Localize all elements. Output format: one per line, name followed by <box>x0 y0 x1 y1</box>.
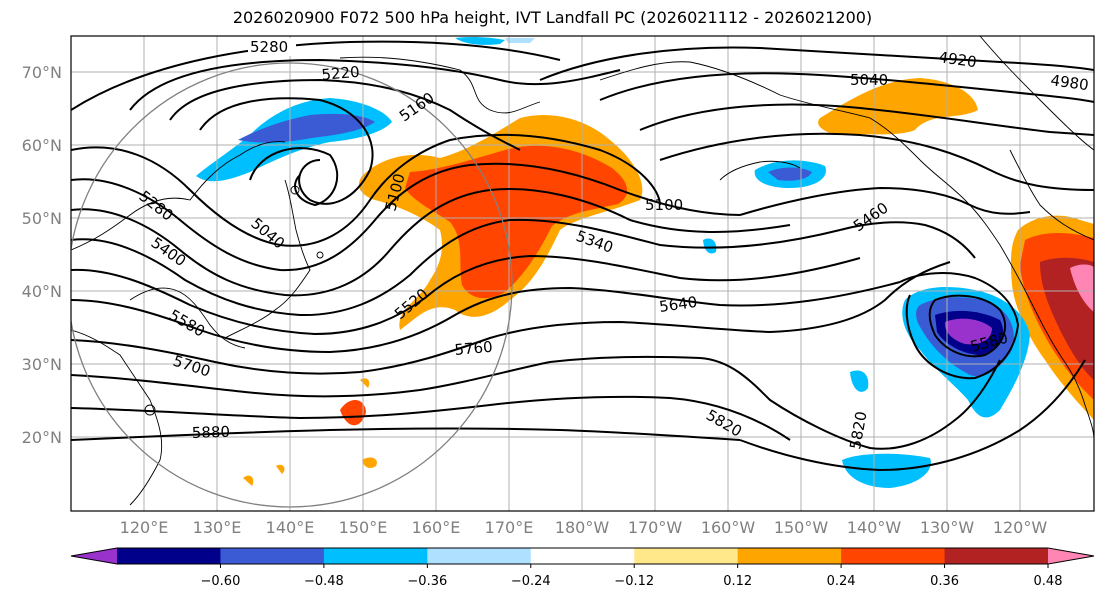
positive-anomaly-spot-5 <box>362 457 377 468</box>
ivt-shading <box>196 36 1094 488</box>
lon-label: 120°E <box>120 518 169 537</box>
colorbar-tick-label: −0.12 <box>614 574 654 589</box>
lon-label: 150°W <box>774 518 829 537</box>
lon-label: 140°E <box>266 518 315 537</box>
colorbar-tick-label: −0.24 <box>511 574 551 589</box>
contour-label: 5100 <box>645 196 683 214</box>
gridlines <box>71 36 1094 511</box>
negative-anomaly-spot-3 <box>703 238 717 254</box>
latitude-labels: 70°N 60°N 50°N 40°N 30°N 20°N <box>22 63 62 447</box>
lon-label: 170°W <box>628 518 683 537</box>
colorbar-right-extension <box>1048 548 1094 564</box>
colorbar-segment <box>841 548 946 564</box>
contour-label: 5280 <box>250 38 288 56</box>
negative-anomaly-spot-5 <box>505 38 535 43</box>
negative-anomaly-okhotsk-core <box>238 113 375 143</box>
colorbar-segment <box>323 548 428 564</box>
lat-label: 70°N <box>22 63 62 82</box>
positive-anomaly-bering-core <box>405 145 628 299</box>
positive-anomaly-spot-1 <box>340 400 366 426</box>
contour-label: 5880 <box>192 423 231 442</box>
colorbar-tick-label: 0.24 <box>827 574 856 589</box>
lon-label: 160°E <box>412 518 461 537</box>
lat-label: 60°N <box>22 136 62 155</box>
contour-label: 4980 <box>1049 71 1089 94</box>
colorbar-left-extension <box>71 548 117 564</box>
lon-label: 130°W <box>920 518 975 537</box>
lon-label: 130°E <box>193 518 242 537</box>
lon-label: 170°E <box>485 518 534 537</box>
positive-anomaly-spot-3 <box>243 475 254 486</box>
contour-label: 4920 <box>937 48 977 71</box>
lat-label: 50°N <box>22 209 62 228</box>
colorbar-tick-label: 0.36 <box>930 574 959 589</box>
colorbar-tick-label: 0.48 <box>1034 574 1063 589</box>
contour-label: 5640 <box>658 293 698 316</box>
negative-anomaly-cutoff-peak <box>944 318 992 345</box>
colorbar: −0.60 −0.48 −0.36 −0.24 −0.12 0.12 0.24 0.36 0.4… <box>70 547 1095 589</box>
coastlines <box>71 36 1094 506</box>
contour-label: 5040 <box>850 71 888 89</box>
negative-anomaly-spot-2 <box>850 370 869 392</box>
colorbar-segment <box>427 548 532 564</box>
colorbar-segment <box>634 548 739 564</box>
lon-label: 120°W <box>993 518 1048 537</box>
positive-anomaly-spot-2 <box>360 378 370 388</box>
colorbar-segment <box>220 548 325 564</box>
negative-anomaly-spot-4 <box>455 36 505 45</box>
lon-label: 150°E <box>339 518 388 537</box>
colorbar-segment <box>117 548 221 564</box>
positive-anomaly-westcoast-peak <box>1070 264 1094 312</box>
lon-label: 160°W <box>701 518 756 537</box>
colorbar-segment <box>944 548 1049 564</box>
map-title: 2026020900 F072 500 hPa height, IVT Land… <box>232 8 873 27</box>
colorbar-tick-label: 0.12 <box>723 574 752 589</box>
longitude-labels: 120°E 130°E 140°E 150°E 160°E 170°E 180°… <box>120 518 1048 537</box>
colorbar-segment <box>530 548 635 564</box>
height-contours <box>71 40 1094 472</box>
lat-label: 30°N <box>22 355 62 374</box>
landfall-radius-circle <box>71 62 513 508</box>
contour-label: 5220 <box>321 63 361 84</box>
lat-label: 40°N <box>22 282 62 301</box>
colorbar-outline <box>70 547 1095 565</box>
colorbar-tick-label: −0.48 <box>304 574 344 589</box>
lon-label: 180°W <box>555 518 610 537</box>
colorbar-segment <box>737 548 842 564</box>
map-frame <box>70 35 1095 512</box>
lat-label: 20°N <box>22 428 62 447</box>
contour-label: 5760 <box>454 338 494 359</box>
colorbar-tick-label: −0.36 <box>407 574 447 589</box>
colorbar-tick-label: −0.60 <box>201 574 241 589</box>
positive-anomaly-spot-4 <box>276 464 285 474</box>
positive-anomaly-alaska <box>818 78 978 135</box>
lon-label: 140°W <box>847 518 902 537</box>
